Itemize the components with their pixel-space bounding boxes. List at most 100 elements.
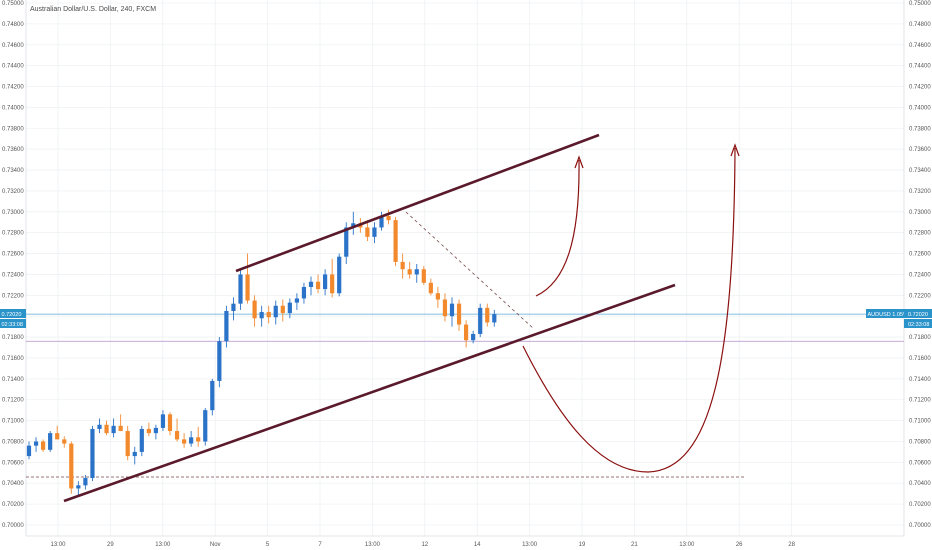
left-price-axis[interactable] (0, 0, 26, 536)
left-time-label: 02:33:08 (2, 322, 23, 328)
right-price-axis[interactable] (904, 0, 932, 536)
candle (252, 295, 257, 327)
candle (182, 433, 187, 448)
horizontal-lines (26, 313, 904, 478)
candle-body (337, 256, 342, 294)
candle-body (315, 281, 321, 290)
price-tick-right: 0.72400 (909, 272, 931, 278)
candle-body (386, 215, 391, 221)
candle-body (266, 312, 271, 318)
price-tick-right: 0.70600 (909, 460, 931, 466)
price-tick-left: 0.70800 (2, 439, 24, 445)
candle-body (62, 439, 67, 444)
candle (90, 425, 95, 482)
candle-body (139, 428, 144, 452)
candle (167, 412, 173, 436)
candle (456, 299, 462, 331)
price-tick-right: 0.73200 (909, 189, 931, 195)
candle-body (330, 274, 335, 294)
price-tick-right: 0.75000 (909, 1, 931, 7)
price-tick-left: 0.72400 (2, 272, 24, 278)
dashed-trend-line[interactable] (405, 211, 535, 330)
candle-body (167, 414, 173, 432)
candle (330, 258, 335, 298)
candle (315, 274, 321, 294)
candle (33, 437, 39, 452)
candle-body (414, 269, 419, 275)
candle-body (449, 303, 455, 317)
candle (365, 220, 370, 242)
time-axis-labels[interactable]: 13:00 29 13:00 Nov 5 7 13:00 12 14 13:00 19 21 13:00… (50, 542, 795, 548)
candle-body (97, 424, 102, 429)
candle (238, 269, 243, 310)
projection-curve-arrow-head (730, 143, 740, 157)
candle-body (308, 281, 314, 287)
candle-body (125, 431, 130, 457)
candle-body (48, 433, 53, 450)
candle (174, 418, 180, 442)
channel-upper-line[interactable] (235, 133, 600, 273)
left-price-label: 0.72020 (2, 312, 22, 318)
price-tick-right: 0.72200 (909, 293, 931, 299)
candle (118, 414, 123, 432)
candle (76, 481, 81, 496)
time-tick: 7 (318, 542, 322, 548)
price-tick-left: 0.71600 (2, 356, 24, 362)
candle-body (26, 445, 32, 457)
candle (435, 286, 440, 308)
candle-body (104, 424, 109, 434)
candle-body (182, 439, 187, 444)
time-tick: Nov (210, 542, 221, 548)
chart-title: Australian Dollar/U.S. Dollar, 240, FXCM (30, 6, 156, 13)
price-tick-left: 0.75000 (2, 1, 24, 7)
price-tick-left: 0.70400 (2, 481, 24, 487)
price-tick-right: 0.71600 (909, 356, 931, 362)
candlesticks (26, 209, 497, 496)
candle-body (400, 261, 405, 270)
candle-body (196, 437, 201, 442)
candle-body (90, 428, 95, 479)
candle (146, 422, 151, 437)
candle (217, 337, 222, 388)
candle (379, 211, 384, 231)
price-tick-left: 0.70000 (2, 523, 24, 529)
candle (372, 222, 377, 244)
candle (210, 378, 215, 416)
candle (485, 303, 490, 327)
time-tick: 12 (421, 542, 428, 548)
candle-body (492, 314, 497, 323)
grid (26, 0, 904, 536)
candle (407, 261, 412, 279)
candle-body (442, 299, 448, 317)
left-price-badge: 0.72020 02:33:08 (0, 309, 26, 328)
candle-body (252, 300, 257, 319)
price-tick-left: 0.74800 (2, 22, 24, 28)
price-tick-left: 0.73000 (2, 210, 24, 216)
candle (280, 299, 285, 322)
candle-body (344, 227, 349, 257)
channel-lower-line[interactable] (63, 283, 676, 503)
candle (55, 425, 60, 440)
candle (301, 282, 307, 304)
price-tick-left: 0.73400 (2, 168, 24, 174)
price-tick-left: 0.73800 (2, 126, 24, 132)
candle (266, 305, 271, 324)
candle-body (238, 274, 243, 304)
drawings[interactable] (63, 133, 740, 503)
candle (400, 253, 405, 279)
candle-body (69, 443, 74, 489)
price-tick-right: 0.70000 (909, 523, 931, 529)
price-tick-right: 0.74600 (909, 43, 931, 49)
time-tick: 14 (474, 542, 481, 548)
projection-arrow-up[interactable] (535, 159, 580, 297)
candle (69, 441, 74, 494)
right-price-badge: AUDUSD 1.05% 0.72020 02:33:08 (866, 309, 932, 328)
candle-body (294, 298, 299, 303)
price-tick-left: 0.70200 (2, 502, 24, 508)
projection-curve-down-up[interactable] (522, 147, 736, 473)
time-tick: 5 (266, 542, 270, 548)
candle (414, 264, 419, 283)
price-tick-right: 0.72800 (909, 231, 931, 237)
candle (442, 293, 448, 322)
